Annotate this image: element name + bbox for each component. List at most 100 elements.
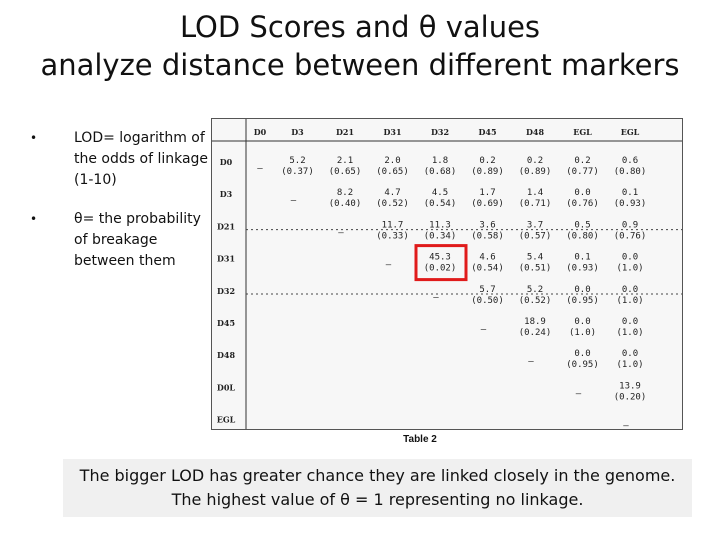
lod-value: 0.0	[574, 349, 590, 359]
row-header: D31	[217, 254, 235, 264]
theta-value: (0.65)	[329, 167, 362, 177]
theta-value: (0.71)	[519, 199, 552, 209]
lod-value: 13.9	[619, 381, 641, 391]
lod-value: 8.2	[337, 188, 353, 198]
diagonal-dash: —	[291, 196, 297, 206]
title-line-2: analyze distance between different marke…	[40, 48, 680, 82]
table-caption: Table 2	[403, 434, 437, 445]
bullet-lod-text: LOD= logarithm of the odds of linkage (1…	[74, 130, 209, 188]
row-header: D21	[217, 221, 235, 231]
row-header: D3	[220, 189, 233, 199]
theta-value: (0.40)	[329, 199, 362, 209]
slide-title: LOD Scores and θ values analyze distance…	[0, 8, 720, 84]
theta-value: (0.57)	[519, 231, 552, 241]
lod-value: 0.2	[527, 156, 543, 166]
bullet-marker: •	[30, 131, 38, 145]
lod-value: 4.7	[384, 188, 400, 198]
highlight-box	[414, 244, 468, 282]
col-header: D31	[383, 127, 401, 137]
col-header: D32	[431, 127, 449, 137]
lod-value: 3.6	[479, 220, 495, 230]
col-header: D45	[478, 127, 496, 137]
lod-value: 0.2	[479, 156, 495, 166]
lod-table: D0 D3 D21 D31 D32 D45 D48 EGL EGL D0 D3 D21 D31 D32 D4…	[212, 119, 682, 429]
lod-value: 0.0	[622, 285, 638, 295]
lod-value: 45.3	[429, 253, 451, 263]
bullet-theta-text: θ= the probability of breakage between t…	[74, 211, 201, 269]
lod-value: 5.4	[527, 253, 543, 263]
theta-value: (0.80)	[614, 167, 647, 177]
theta-value: (0.50)	[471, 296, 504, 306]
col-header: EGL	[621, 127, 640, 137]
diagonal-dash: —	[576, 389, 582, 399]
theta-value: (0.76)	[614, 231, 647, 241]
theta-value: (0.34)	[424, 231, 457, 241]
col-header: EGL	[573, 127, 592, 137]
lod-value: 1.7	[479, 188, 495, 198]
theta-value: (0.54)	[471, 264, 504, 274]
lod-value: 0.0	[622, 349, 638, 359]
theta-value: (0.76)	[566, 199, 599, 209]
diagonal-dash: —	[528, 357, 534, 367]
theta-value: (0.69)	[471, 199, 504, 209]
theta-value: (0.20)	[614, 392, 647, 402]
theta-value: (0.02)	[424, 264, 457, 274]
diagonal-dash: —	[623, 422, 629, 429]
note-line-1: The bigger LOD has greater chance they a…	[79, 466, 676, 485]
row-header: D45	[217, 318, 235, 328]
theta-value: (0.95)	[566, 296, 599, 306]
lod-value: 0.1	[574, 253, 590, 263]
bullet-marker: •	[30, 212, 38, 226]
lod-value: 0.1	[622, 188, 638, 198]
lod-value: 0.0	[574, 285, 590, 295]
lod-value: 11.7	[382, 220, 404, 230]
theta-value: (0.24)	[519, 328, 552, 338]
lod-value: 0.0	[574, 317, 590, 327]
row-header: D0L	[217, 382, 236, 392]
theta-value: (1.0)	[569, 328, 596, 338]
col-header: D0	[254, 127, 267, 137]
lod-value: 5.7	[479, 285, 495, 295]
lod-value: 2.1	[337, 156, 353, 166]
lod-value: 0.0	[574, 188, 590, 198]
lod-value: 0.5	[574, 220, 590, 230]
lod-value: 5.2	[527, 285, 543, 295]
lod-value: 0.2	[574, 156, 590, 166]
lod-value: 0.6	[622, 156, 638, 166]
lod-value: 0.0	[622, 253, 638, 263]
diagonal-dash: —	[481, 325, 487, 335]
lod-value: 4.6	[479, 253, 495, 263]
theta-value: (0.77)	[566, 167, 599, 177]
diagonal-dash: —	[433, 293, 439, 303]
theta-value: (0.68)	[424, 167, 457, 177]
theta-value: (0.65)	[376, 167, 409, 177]
diagonal-dash: —	[386, 261, 392, 271]
col-header: D21	[336, 127, 354, 137]
theta-value: (1.0)	[616, 360, 643, 370]
row-header: D0	[220, 157, 233, 167]
title-line-1: LOD Scores and θ values	[179, 10, 541, 44]
lod-value: 3.7	[527, 220, 543, 230]
theta-value: (0.58)	[471, 231, 504, 241]
lod-table-image: D0 D3 D21 D31 D32 D45 D48 EGL EGL D0 D3 D21 D31 D32 D4…	[211, 118, 683, 430]
bullet-lod: • LOD= logarithm of the odds of linkage …	[30, 128, 210, 191]
col-header: D48	[526, 127, 545, 137]
col-header: D3	[291, 127, 304, 137]
bullet-list: • LOD= logarithm of the odds of linkage …	[30, 128, 210, 290]
lod-value: 0.0	[622, 317, 638, 327]
diagonal-dash: —	[338, 228, 344, 238]
lod-value: 1.8	[432, 156, 448, 166]
theta-value: (0.52)	[519, 296, 552, 306]
theta-value: (0.89)	[519, 167, 552, 177]
theta-value: (0.89)	[471, 167, 504, 177]
theta-value: (0.93)	[614, 199, 647, 209]
theta-value: (0.54)	[424, 199, 457, 209]
theta-value: (1.0)	[616, 264, 643, 274]
note-box: The bigger LOD has greater chance they a…	[63, 459, 692, 517]
theta-value: (1.0)	[616, 328, 643, 338]
row-header: D48	[217, 350, 236, 360]
lod-value: 2.0	[384, 156, 400, 166]
theta-value: (0.95)	[566, 360, 599, 370]
theta-value: (1.0)	[616, 296, 643, 306]
bullet-theta: • θ= the probability of breakage between…	[30, 209, 210, 272]
